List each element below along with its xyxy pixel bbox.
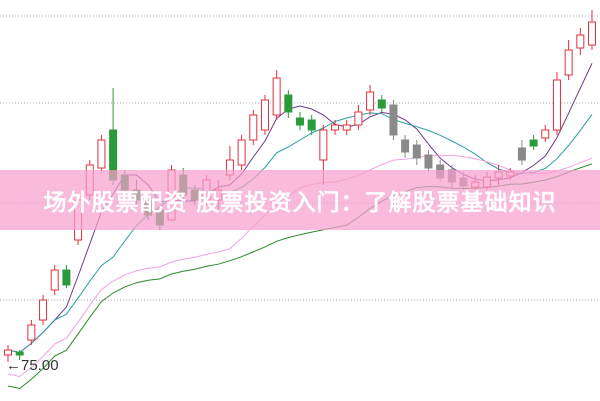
candle-body: [296, 117, 304, 126]
candle-body: [552, 79, 561, 131]
candle-body: [424, 154, 433, 169]
candle-body: [27, 324, 36, 341]
candle-body: [564, 49, 573, 76]
candle-body: [412, 144, 421, 159]
candle-body: [284, 94, 293, 113]
candle-body: [97, 139, 106, 169]
ma10-line: [7, 112, 593, 354]
candle-body: [377, 99, 386, 109]
candle-body: [319, 129, 328, 161]
candle-body: [541, 129, 550, 139]
low-price-value: 75.00: [21, 357, 59, 374]
candle-body: [272, 77, 281, 116]
candle-body: [260, 99, 269, 131]
candle-body: [237, 139, 246, 166]
title-banner: 场外股票配资 股票投资入门：了解股票基础知识: [0, 170, 600, 230]
candle-body: [307, 119, 316, 131]
candle-body: [389, 104, 398, 136]
low-price-annotation: ←75.00: [6, 357, 59, 374]
candle-body: [366, 91, 375, 111]
candle-body: [588, 21, 596, 46]
candle-body: [15, 351, 24, 356]
candle-body: [529, 139, 538, 147]
candle-body: [342, 124, 351, 131]
candle-body: [354, 111, 363, 126]
candle-body: [576, 34, 585, 49]
page-title: 场外股票配资 股票投资入门：了解股票基础知识: [43, 190, 557, 216]
arrow-left-icon: ←: [6, 357, 21, 374]
candle-body: [331, 124, 340, 131]
candle-body: [50, 269, 59, 291]
candle-body: [517, 147, 526, 161]
candle-body: [4, 349, 12, 356]
candle-body: [401, 139, 410, 153]
candle-body: [39, 299, 48, 321]
candle-body: [249, 114, 258, 141]
candle-body: [62, 269, 71, 286]
